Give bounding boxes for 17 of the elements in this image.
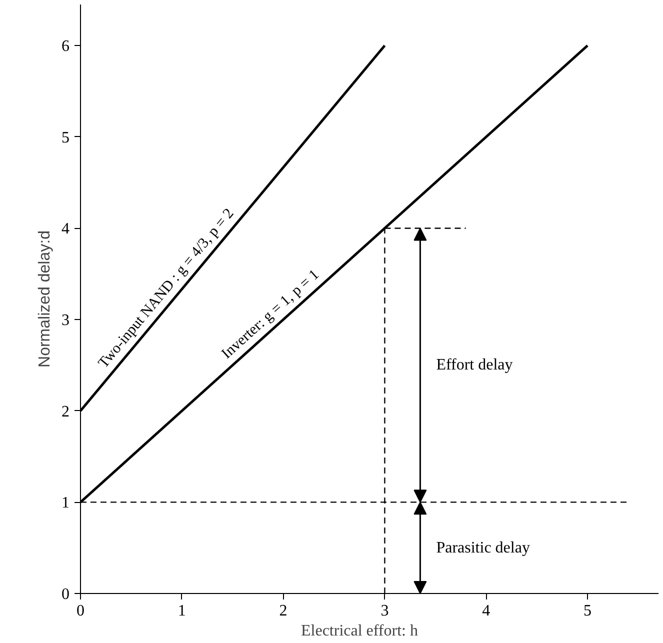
y-tick-label: 5 (62, 129, 70, 146)
y-tick-label: 3 (62, 312, 70, 330)
x-tick-label: 5 (584, 602, 592, 620)
annotation: Effort delay (436, 356, 513, 374)
y-tick-label: 0 (62, 586, 70, 603)
x-tick-label: 4 (482, 602, 490, 620)
y-axis-title: Normalized delay:d (36, 230, 54, 368)
y-tick-label: 6 (62, 38, 70, 56)
y-tick-label: 4 (62, 220, 70, 238)
x-tick-label: 0 (76, 602, 84, 620)
annotation: Parasitic delay (436, 539, 530, 556)
x-tick-label: 2 (279, 602, 288, 620)
x-axis-title: Electrical effort: h (301, 622, 418, 640)
y-tick-label: 1 (62, 494, 70, 512)
y-tick-label: 2 (62, 403, 70, 420)
x-tick-label: 1 (178, 602, 186, 620)
x-tick-label: 3 (380, 602, 389, 620)
